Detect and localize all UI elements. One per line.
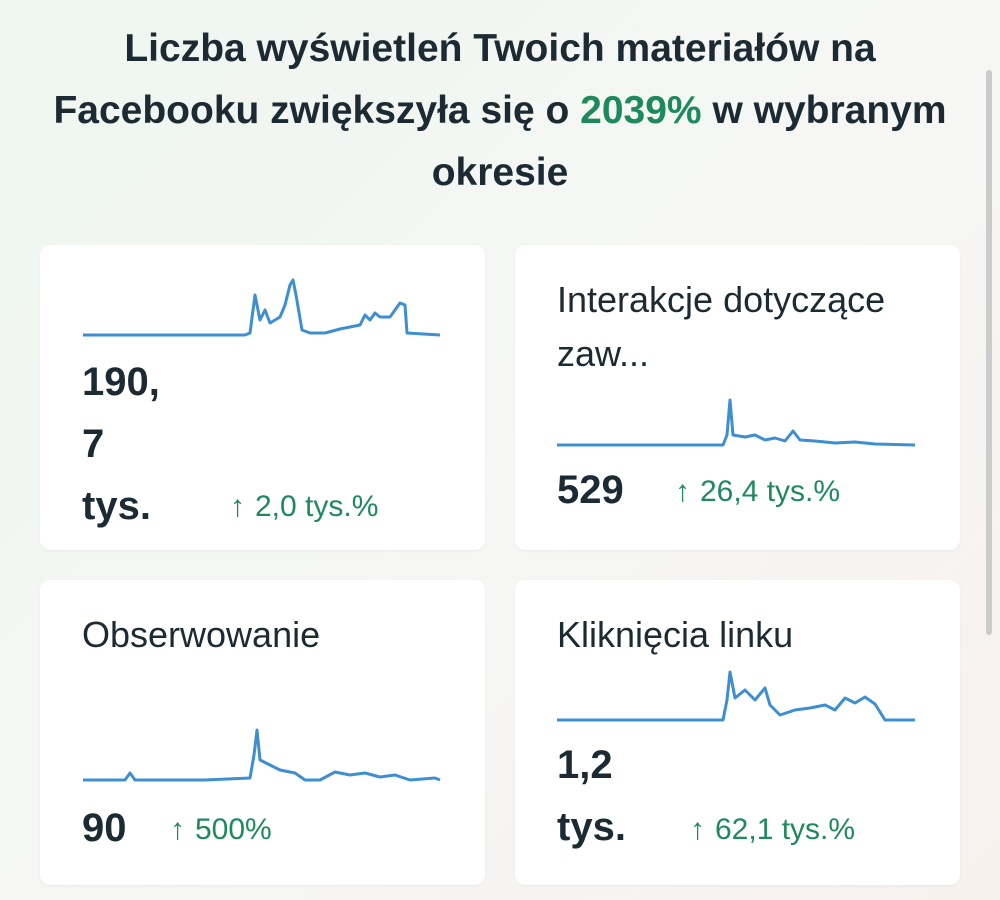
metric-title: Kliknięcia linku (557, 614, 794, 655)
sparkline (83, 278, 441, 337)
change-text: 2,0 tys.% (255, 490, 379, 523)
sparkline (557, 670, 915, 722)
metric-title: Obserwowanie (82, 614, 321, 655)
scrollbar[interactable] (986, 70, 992, 635)
sparkline (83, 728, 441, 782)
metric-change: ↑ 62,1 tys.% (690, 813, 856, 846)
headline-text: Liczba wyświetleń Twoich materiałów na F… (53, 27, 876, 132)
headline-highlight: 2039% (580, 89, 702, 132)
change-text: 62,1 tys.% (715, 813, 856, 846)
metric-card[interactable]: 190, 7 tys. ↑ 2,0 tys.% (40, 245, 485, 550)
headline: Liczba wyświetleń Twoich materiałów na F… (40, 18, 960, 204)
metric-title: Interakcje dotyczące zaw... (557, 279, 886, 374)
metric-change: ↑ 26,4 tys.% (675, 475, 841, 508)
metric-value: 1,2 tys. (557, 743, 626, 849)
headline-text: w wybranym okresie (431, 89, 947, 194)
metric-change: ↑ 2,0 tys.% (230, 490, 379, 523)
metric-value: 90 (82, 806, 127, 850)
metric-change: ↑ 500% (170, 813, 272, 846)
sparkline (557, 398, 916, 447)
metric-card[interactable]: Obserwowanie 90 ↑ 500% (40, 580, 485, 885)
metric-value: 190, 7 tys. (82, 360, 160, 528)
metric-value: 529 (557, 468, 624, 512)
change-text: 500% (195, 813, 272, 846)
metric-card[interactable]: Interakcje dotyczące zaw... 529 ↑ 26,4 ty… (515, 245, 960, 550)
metric-card[interactable]: Kliknięcia linku 1,2 tys. ↑ 62,1 tys.% (515, 580, 960, 885)
change-text: 26,4 tys.% (700, 475, 841, 508)
